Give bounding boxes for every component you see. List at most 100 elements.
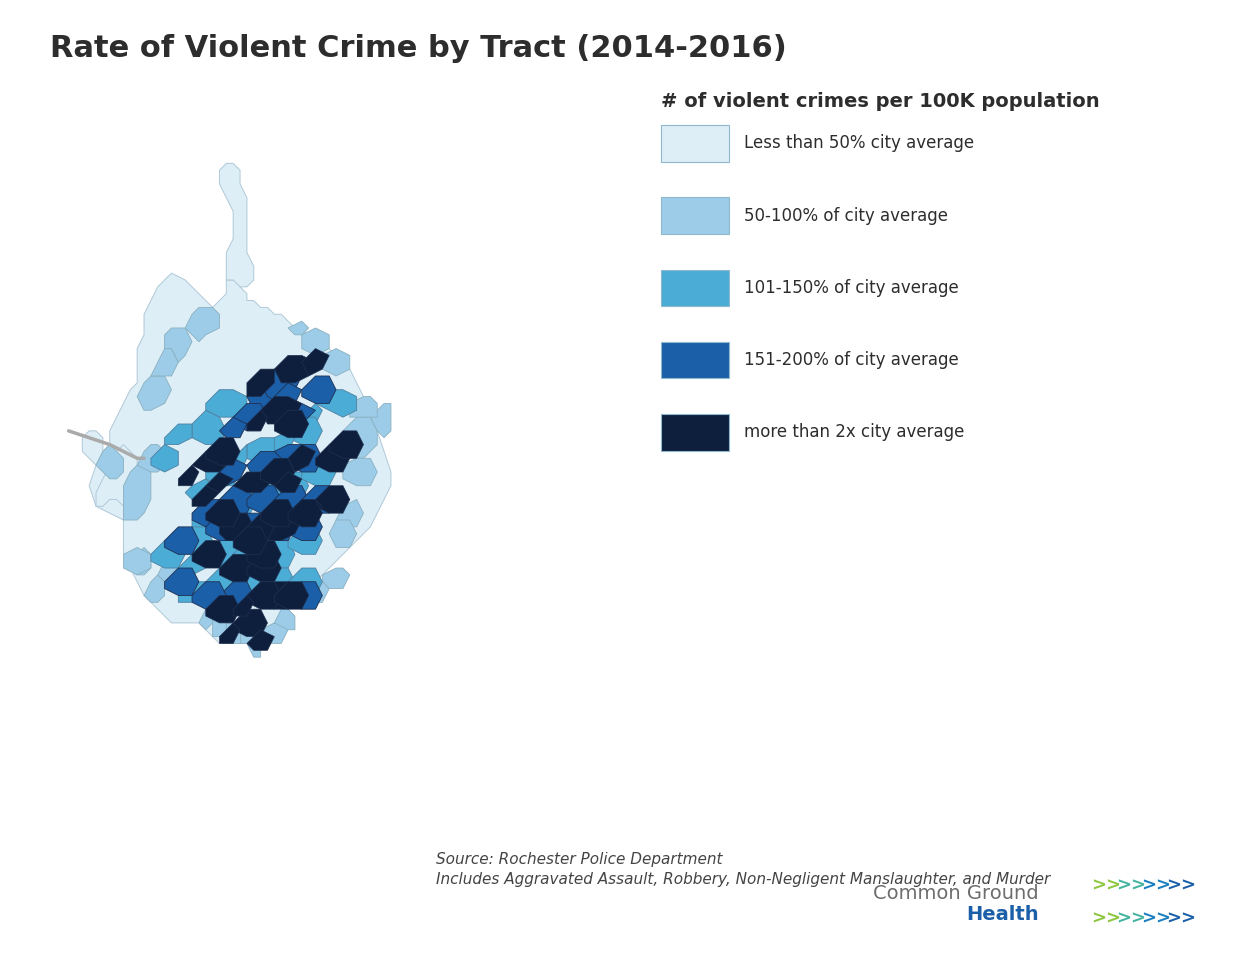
Text: more than 2x city average: more than 2x city average — [744, 424, 965, 441]
Polygon shape — [178, 582, 206, 602]
Polygon shape — [247, 410, 267, 430]
Polygon shape — [82, 430, 102, 465]
Text: >>: >> — [1141, 910, 1171, 927]
Polygon shape — [178, 465, 200, 485]
Polygon shape — [219, 513, 254, 540]
Polygon shape — [192, 452, 233, 472]
Polygon shape — [261, 568, 296, 595]
Polygon shape — [247, 369, 274, 397]
Polygon shape — [261, 500, 296, 527]
Polygon shape — [247, 582, 282, 610]
Polygon shape — [247, 630, 274, 650]
Polygon shape — [123, 547, 151, 575]
Polygon shape — [206, 500, 239, 527]
Polygon shape — [274, 472, 309, 500]
Polygon shape — [315, 390, 357, 417]
Polygon shape — [206, 438, 239, 465]
Text: Common Ground: Common Ground — [873, 884, 1039, 903]
Polygon shape — [337, 417, 378, 458]
Text: >>: >> — [1091, 910, 1121, 927]
Polygon shape — [261, 623, 288, 643]
Polygon shape — [233, 540, 267, 568]
Polygon shape — [274, 355, 315, 383]
Polygon shape — [192, 485, 219, 507]
Polygon shape — [337, 500, 364, 527]
Polygon shape — [151, 349, 178, 376]
Polygon shape — [315, 485, 349, 513]
Polygon shape — [219, 623, 239, 643]
Polygon shape — [233, 445, 247, 472]
Polygon shape — [192, 500, 227, 527]
Polygon shape — [165, 328, 192, 362]
Text: 50-100% of city average: 50-100% of city average — [744, 207, 949, 224]
Polygon shape — [302, 349, 329, 376]
Polygon shape — [192, 540, 227, 568]
Polygon shape — [267, 513, 302, 540]
Polygon shape — [322, 568, 349, 588]
Polygon shape — [206, 390, 247, 417]
Polygon shape — [288, 321, 309, 335]
Text: Includes Aggravated Assault, Robbery, Non-Negligent Manslaughter, and Murder: Includes Aggravated Assault, Robbery, No… — [436, 872, 1051, 887]
Polygon shape — [370, 403, 392, 438]
Polygon shape — [274, 582, 309, 610]
Polygon shape — [261, 582, 296, 610]
Polygon shape — [302, 582, 329, 602]
Polygon shape — [261, 458, 296, 485]
Polygon shape — [165, 568, 200, 595]
Polygon shape — [247, 452, 288, 479]
Polygon shape — [247, 555, 282, 582]
Polygon shape — [274, 485, 309, 513]
Polygon shape — [343, 458, 378, 485]
Polygon shape — [192, 410, 227, 445]
Text: 101-150% of city average: 101-150% of city average — [744, 279, 959, 297]
Polygon shape — [123, 465, 151, 520]
Text: >>: >> — [1091, 877, 1121, 895]
Text: Health: Health — [966, 905, 1039, 924]
Polygon shape — [261, 369, 302, 403]
Text: Rate of Violent Crime by Tract (2014-2016): Rate of Violent Crime by Tract (2014-201… — [50, 34, 787, 63]
Polygon shape — [219, 582, 254, 610]
Text: Less than 50% city average: Less than 50% city average — [744, 135, 975, 152]
Polygon shape — [178, 527, 212, 555]
Polygon shape — [288, 582, 322, 610]
Polygon shape — [261, 513, 296, 540]
Polygon shape — [233, 527, 267, 555]
Polygon shape — [247, 513, 282, 540]
Polygon shape — [206, 472, 233, 493]
Polygon shape — [206, 513, 239, 540]
Polygon shape — [219, 458, 247, 485]
Polygon shape — [200, 610, 212, 630]
Polygon shape — [274, 472, 302, 493]
Polygon shape — [90, 273, 392, 643]
Polygon shape — [206, 595, 239, 623]
Polygon shape — [247, 643, 261, 657]
Polygon shape — [151, 445, 178, 472]
Text: 151-200% of city average: 151-200% of city average — [744, 351, 959, 369]
Polygon shape — [233, 403, 267, 430]
Polygon shape — [137, 445, 165, 472]
Polygon shape — [219, 493, 254, 520]
Polygon shape — [206, 540, 239, 568]
Polygon shape — [145, 575, 165, 602]
Polygon shape — [288, 445, 315, 472]
Polygon shape — [302, 403, 322, 424]
Polygon shape — [233, 472, 274, 493]
Polygon shape — [206, 568, 239, 595]
Polygon shape — [288, 500, 322, 527]
Polygon shape — [192, 582, 227, 610]
Polygon shape — [130, 547, 151, 575]
Polygon shape — [96, 445, 137, 520]
Polygon shape — [261, 397, 302, 424]
Text: >>: >> — [1116, 910, 1146, 927]
Polygon shape — [233, 595, 254, 616]
Polygon shape — [302, 485, 337, 513]
Polygon shape — [219, 164, 254, 287]
Text: >>: >> — [1166, 910, 1196, 927]
Polygon shape — [96, 445, 123, 479]
Polygon shape — [178, 555, 206, 575]
Polygon shape — [302, 500, 322, 520]
Polygon shape — [274, 430, 296, 452]
Text: # of violent crimes per 100K population: # of violent crimes per 100K population — [661, 91, 1100, 111]
Polygon shape — [274, 410, 309, 438]
Polygon shape — [247, 383, 288, 410]
